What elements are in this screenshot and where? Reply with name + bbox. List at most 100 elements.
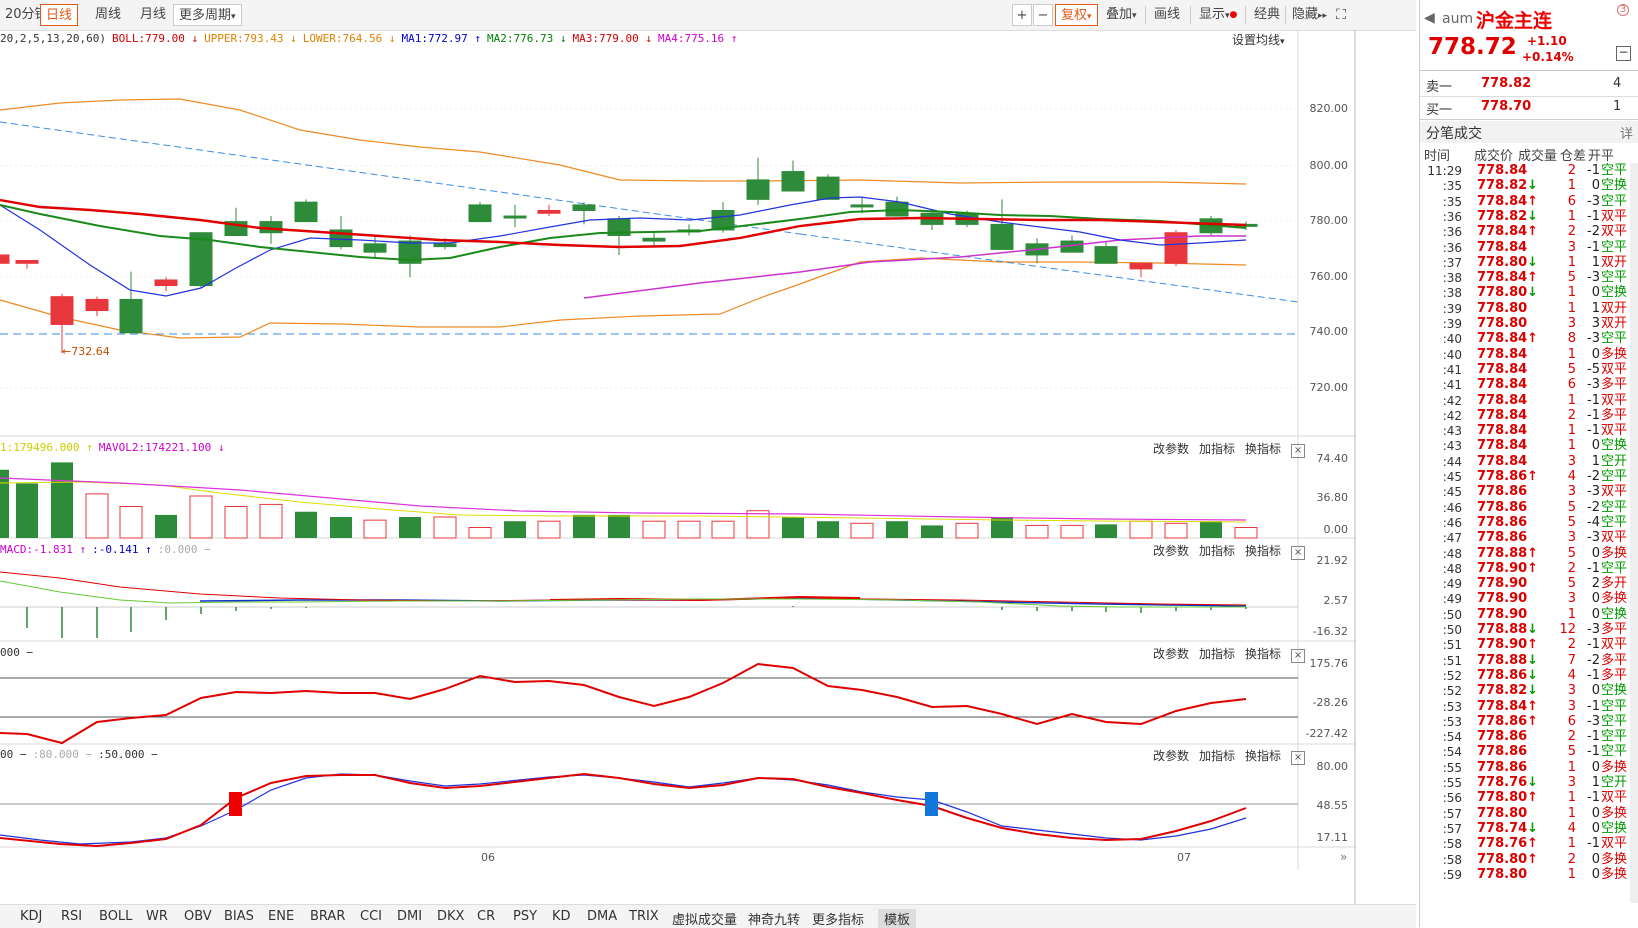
tick-row: :39 778.80 1 1 双开 [1420,301,1638,317]
tick-time: :41 [1442,362,1462,377]
indicator-tab[interactable]: WR [146,909,168,924]
tick-volume: 6 [1567,377,1576,393]
tick-time: :37 [1442,255,1462,270]
tick-oi-change: -1 [1587,790,1600,806]
indicator-tab[interactable]: DMI [397,909,423,924]
tick-price: 778.84↑ [1477,331,1539,347]
tick-type: 空平 [1601,499,1628,515]
indicator-tab[interactable]: BIAS [224,909,254,924]
tick-type: 双开 [1601,316,1628,331]
close-icon[interactable]: × [1291,546,1306,560]
close-icon[interactable]: × [1291,444,1306,458]
indicator-tab[interactable]: CCI [360,909,382,924]
indicator-tab[interactable]: PSY [513,909,538,924]
period-weekly-button[interactable]: 周线 [95,7,122,22]
zoom-out-button[interactable]: − [1033,4,1053,26]
tick-volume: 5 [1567,744,1576,760]
add-indicator-button[interactable]: 加指标 [1199,647,1236,661]
add-indicator-button[interactable]: 加指标 [1199,544,1236,558]
sell-signal-marker [925,792,938,816]
contract-name: 沪金主连 [1476,10,1553,32]
indicator-tab[interactable]: KDJ [20,909,43,924]
draw-line-button[interactable]: 画线 [1154,7,1181,22]
tick-time: :55 [1442,760,1462,775]
info-icon[interactable]: 3 [1617,4,1629,16]
tick-price: 778.88↓ [1477,652,1539,668]
edit-params-button[interactable]: 改参数 [1153,442,1190,456]
ticks-list: 11:29 778.84 2 -1 空平:35 778.82↓ 1 0 空换:35 778.84↑… [1420,163,1638,927]
more-periods-dropdown[interactable]: 更多周期▾ [173,4,242,26]
period-daily-button[interactable]: 日线 [40,4,79,26]
period-monthly-button[interactable]: 月线 [140,7,167,22]
kline-chart[interactable] [0,30,1356,904]
switch-indicator-button[interactable]: 换指标 [1245,647,1282,661]
indicator-tab[interactable]: DKX [437,909,465,924]
zoom-in-button[interactable]: + [1012,4,1032,26]
tick-price: 778.84 [1477,239,1528,255]
indicator-tab[interactable]: TRIX [629,909,659,924]
edit-params-button[interactable]: 改参数 [1153,749,1190,763]
restore-rights-dropdown[interactable]: 复权▾ [1055,4,1098,26]
indicator-tab[interactable]: 虚拟成交量 [672,913,738,928]
scrollbar[interactable] [1630,163,1638,903]
indicator-tab[interactable]: KD [552,909,571,924]
main-indicator-legend: 20,2,5,13,20,60) BOLL:779.00 ↓ UPPER:793.4… [0,32,743,45]
indicator-tab[interactable]: CR [477,909,496,924]
edit-params-button[interactable]: 改参数 [1153,544,1190,558]
fullscreen-icon[interactable]: ⛶ [1336,7,1346,23]
indicator-tab[interactable]: ENE [268,909,295,924]
candle-body [1129,262,1153,270]
switch-indicator-button[interactable]: 换指标 [1245,749,1282,763]
tick-type: 多平 [1601,667,1628,683]
period-20min-button[interactable]: 20分钟 [5,7,48,22]
volume-bar [817,521,839,538]
volume-bar [711,520,735,539]
indicator-tab[interactable]: OBV [184,909,212,924]
edit-params-button[interactable]: 改参数 [1153,647,1190,661]
overlay-dropdown[interactable]: 叠加▾ [1101,4,1142,26]
back-arrow-icon[interactable]: ◀ [1424,10,1435,26]
indicator-tab[interactable]: DMA [587,909,618,924]
tick-oi-change: 0 [1591,683,1600,699]
tick-type: 空平 [1601,713,1628,729]
tick-price: 778.80 [1477,316,1528,331]
classic-button[interactable]: 经典 [1254,7,1281,22]
indicator-tab[interactable]: BRAR [310,909,346,924]
tick-time: :57 [1442,821,1462,836]
sell-1-volume: 4 [1613,76,1622,91]
tick-time: 11:29 [1427,164,1462,178]
legend-item: MAVOL2:174221.100 ↓ [98,441,225,454]
hide-button[interactable]: 隐藏▸▸ [1287,4,1332,26]
tick-time: :52 [1442,668,1462,683]
indicator-tab[interactable]: RSI [61,909,83,924]
add-indicator-button[interactable]: 加指标 [1199,749,1236,763]
indicator-tab[interactable]: BOLL [99,909,133,924]
x-label-06: 06 [481,851,495,864]
detail-button[interactable]: 详 [1620,127,1634,142]
indicator-tab[interactable]: 更多指标 [812,913,865,928]
tick-volume: 1 [1567,790,1576,806]
add-indicator-button[interactable]: 加指标 [1199,442,1236,456]
switch-indicator-button[interactable]: 换指标 [1245,442,1282,456]
scroll-right-icon[interactable]: » [1340,850,1348,864]
tick-type: 空换 [1601,606,1628,622]
tick-price: 778.80↑ [1477,790,1539,806]
tick-price: 778.84 [1477,407,1528,423]
tick-volume: 3 [1567,316,1576,331]
close-icon[interactable]: × [1291,751,1306,765]
close-icon[interactable]: × [1291,649,1306,663]
kd-axis-label: 48.55 [1316,799,1349,812]
switch-indicator-button[interactable]: 换指标 [1245,544,1282,558]
chevron-down-icon: ▾ [1280,37,1285,47]
volume-bar [16,483,38,538]
set-ma-dropdown[interactable]: 设置均线▾ [1232,31,1285,48]
indicator-tab[interactable]: 神奇九转 [748,913,801,928]
legend-item: UPPER:793.43 ↓ [204,32,297,45]
display-dropdown[interactable]: 显示▾● [1194,4,1242,26]
tick-volume: 6 [1567,713,1576,729]
volume-bar [433,516,457,539]
tick-time: :54 [1442,745,1462,760]
collapse-icon[interactable]: − [1616,46,1631,61]
indicator-tab[interactable]: 模板 [878,909,917,928]
restore-rights-label: 复权 [1061,8,1088,23]
